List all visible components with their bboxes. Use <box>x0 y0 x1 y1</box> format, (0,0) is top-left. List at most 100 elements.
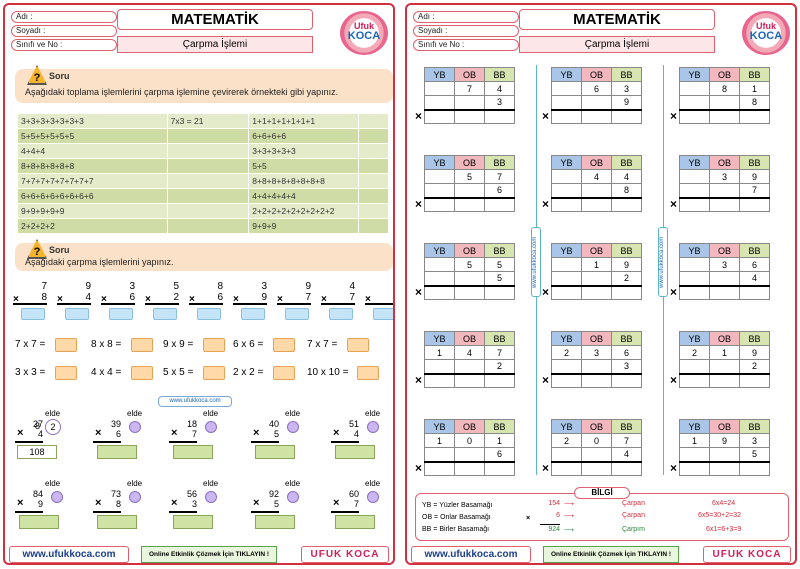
answer-cell[interactable] <box>358 218 389 234</box>
answer-cell[interactable] <box>551 461 582 476</box>
carry-circle[interactable] <box>205 491 217 503</box>
class-field[interactable]: Sınıfı ve No : <box>11 39 117 51</box>
answer-cell[interactable] <box>611 197 642 212</box>
answer-cell[interactable] <box>551 197 582 212</box>
carry-circle[interactable] <box>287 491 299 503</box>
answer-cell[interactable] <box>679 109 710 124</box>
answer-cell[interactable] <box>484 197 515 212</box>
answer-cell[interactable] <box>424 285 455 300</box>
answer-cell[interactable] <box>611 285 642 300</box>
answer-cell[interactable] <box>581 197 612 212</box>
answer-cell[interactable] <box>709 109 740 124</box>
answer-cell[interactable] <box>424 461 455 476</box>
answer-cell[interactable] <box>484 461 515 476</box>
answer-box[interactable] <box>109 308 133 320</box>
answer-cell[interactable] <box>358 188 389 204</box>
answer-cell[interactable] <box>484 373 515 388</box>
answer-box[interactable] <box>203 366 225 380</box>
answer-cell[interactable] <box>739 373 770 388</box>
answer-cell[interactable] <box>581 109 612 124</box>
answer-cell[interactable] <box>358 203 389 219</box>
carry-circle[interactable] <box>129 491 141 503</box>
class-field[interactable]: Sınıfı ve No : <box>413 39 519 51</box>
carry-circle[interactable] <box>205 421 217 433</box>
answer-box[interactable] <box>173 515 213 529</box>
answer-cell[interactable] <box>166 218 250 234</box>
answer-cell[interactable] <box>424 197 455 212</box>
website-tag[interactable]: www.ufukkoca.com <box>658 227 668 297</box>
answer-box[interactable] <box>285 308 309 320</box>
answer-box[interactable] <box>335 515 375 529</box>
carry-circle[interactable] <box>367 491 379 503</box>
online-link[interactable]: Online Etkinlik Çözmek İçin TIKLAYIN ! <box>141 546 277 563</box>
answer-cell[interactable] <box>551 373 582 388</box>
answer-cell[interactable] <box>611 461 642 476</box>
online-link[interactable]: Online Etkinlik Çözmek İçin TIKLAYIN ! <box>543 546 679 563</box>
answer-cell[interactable] <box>581 285 612 300</box>
answer-cell[interactable] <box>679 197 710 212</box>
answer-cell[interactable] <box>679 461 710 476</box>
answer-cell[interactable] <box>424 373 455 388</box>
answer-cell[interactable] <box>166 143 250 159</box>
answer-cell[interactable] <box>454 285 485 300</box>
surname-field[interactable]: Soyadı : <box>11 25 117 37</box>
answer-cell[interactable] <box>581 373 612 388</box>
answer-cell[interactable] <box>581 461 612 476</box>
answer-cell[interactable] <box>166 203 250 219</box>
answer-cell[interactable] <box>484 109 515 124</box>
answer-cell[interactable] <box>166 188 250 204</box>
answer-cell[interactable] <box>166 173 250 189</box>
answer-cell[interactable] <box>739 109 770 124</box>
website-tag[interactable]: www.ufukkoca.com <box>158 396 232 407</box>
answer-cell[interactable] <box>358 173 389 189</box>
answer-box[interactable] <box>21 308 45 320</box>
answer-cell[interactable] <box>709 373 740 388</box>
answer-cell[interactable] <box>709 197 740 212</box>
answer-box[interactable] <box>131 338 153 352</box>
footer-site[interactable]: www.ufukkoca.com <box>411 546 531 563</box>
answer-box[interactable] <box>241 308 265 320</box>
carry-circle[interactable] <box>129 421 141 433</box>
answer-cell[interactable] <box>679 285 710 300</box>
answer-box[interactable] <box>55 366 77 380</box>
answer-cell[interactable] <box>611 109 642 124</box>
answer-cell[interactable] <box>679 373 710 388</box>
carry-circle[interactable] <box>51 491 63 503</box>
answer-cell[interactable] <box>739 461 770 476</box>
answer-box[interactable] <box>131 366 153 380</box>
carry-circle[interactable] <box>287 421 299 433</box>
answer-box[interactable] <box>273 366 295 380</box>
name-field[interactable]: Adı : <box>11 11 117 23</box>
answer-cell[interactable] <box>454 373 485 388</box>
carry-circle[interactable] <box>367 421 379 433</box>
surname-field[interactable]: Soyadı : <box>413 25 519 37</box>
answer-cell[interactable] <box>551 285 582 300</box>
answer-box[interactable] <box>335 445 375 459</box>
answer-box[interactable] <box>273 338 295 352</box>
answer-box[interactable] <box>19 515 59 529</box>
answer-box[interactable] <box>357 366 379 380</box>
answer-cell[interactable] <box>739 285 770 300</box>
answer-cell[interactable] <box>358 128 389 144</box>
website-tag[interactable]: www.ufukkoca.com <box>531 227 541 297</box>
answer-cell[interactable] <box>454 461 485 476</box>
answer-cell[interactable] <box>358 158 389 174</box>
answer-box[interactable] <box>255 515 295 529</box>
answer-cell[interactable] <box>358 113 389 129</box>
answer-cell[interactable] <box>709 285 740 300</box>
answer-cell[interactable] <box>611 373 642 388</box>
answer-box[interactable] <box>153 308 177 320</box>
answer-box[interactable] <box>55 338 77 352</box>
answer-box[interactable] <box>203 338 225 352</box>
answer-cell[interactable] <box>551 109 582 124</box>
answer-cell[interactable] <box>454 109 485 124</box>
answer-box[interactable] <box>97 515 137 529</box>
answer-cell[interactable] <box>358 143 389 159</box>
answer-cell[interactable] <box>454 197 485 212</box>
answer-box[interactable] <box>347 338 369 352</box>
answer-box[interactable] <box>373 308 393 320</box>
answer-box[interactable] <box>329 308 353 320</box>
answer-box[interactable] <box>173 445 213 459</box>
answer-cell[interactable] <box>424 109 455 124</box>
answer-cell[interactable] <box>166 158 250 174</box>
